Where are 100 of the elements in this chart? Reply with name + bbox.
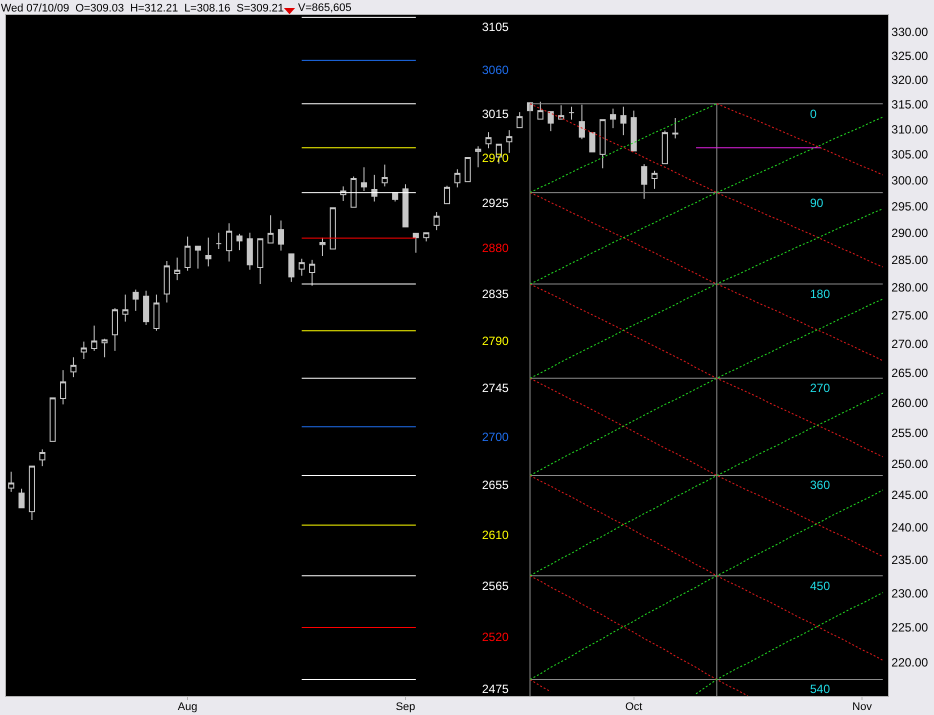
candlestick (8, 471, 14, 492)
candlestick (236, 233, 243, 251)
annotation: 3105 (482, 20, 510, 34)
candlestick (39, 448, 46, 467)
candlestick (475, 146, 482, 168)
y-tick-label: 225.00 (891, 620, 928, 635)
annotation: 2520 (482, 630, 510, 644)
y-tick-label: 270.00 (891, 337, 928, 352)
line-series (530, 103, 718, 194)
candlestick (309, 259, 316, 286)
chart-subtitle: V=865,605 (298, 2, 352, 14)
candlestick (360, 166, 368, 192)
series-label: 360 (810, 478, 830, 492)
candlestick (28, 466, 35, 520)
candlestick (153, 294, 160, 332)
line-series (530, 192, 884, 362)
annotation: 2475 (482, 682, 510, 696)
annotation: 3015 (482, 107, 510, 121)
y-tick-label: 265.00 (891, 366, 928, 380)
candlestick (288, 253, 294, 282)
candlestick (610, 108, 616, 129)
annotation: 2745 (482, 381, 510, 395)
candlestick (434, 212, 440, 231)
y-tick-label: 220.00 (891, 656, 928, 670)
series-label: 270 (810, 381, 830, 395)
candlestick (672, 118, 678, 139)
candlestick (382, 164, 388, 187)
annotation: 3060 (482, 63, 510, 77)
y-tick-label: 235.00 (891, 553, 928, 568)
series-label: 450 (810, 579, 830, 593)
y-tick-label: 250.00 (891, 456, 928, 471)
annotation: 2700 (482, 430, 510, 444)
line-series (530, 378, 884, 558)
candlestick (268, 214, 274, 244)
candlestick (319, 237, 326, 257)
line-series (530, 575, 748, 696)
y-tick-label: 285.00 (891, 253, 928, 268)
y-tick-label: 315.00 (891, 97, 928, 112)
y-tick-label: 280.00 (891, 280, 928, 295)
candlestick (641, 164, 648, 200)
line-series (530, 284, 884, 458)
annotation: 2655 (482, 478, 510, 492)
series-label: 90 (810, 196, 824, 210)
candlestick (485, 132, 492, 149)
annotation: 2880 (482, 241, 510, 255)
candlestick (620, 106, 626, 136)
annotation: 2565 (482, 579, 510, 593)
candlestick (350, 176, 357, 208)
candlestick (412, 232, 419, 254)
candlestick (548, 111, 554, 132)
y-tick-label: 260.00 (891, 396, 928, 410)
candlestick (174, 257, 180, 281)
series-label: 0 (810, 107, 817, 121)
candlestick (80, 341, 87, 360)
series-label: 180 (810, 287, 830, 301)
candlestick (651, 170, 658, 190)
y-tick-label: 295.00 (891, 199, 928, 214)
x-tick-label: Aug (178, 701, 198, 714)
y-tick-label: 230.00 (891, 586, 928, 600)
y-tick-label: 320.00 (891, 72, 928, 87)
line-series (530, 116, 884, 285)
line-series (530, 489, 884, 680)
candlestick (589, 132, 596, 152)
y-tick-label: 290.00 (891, 226, 928, 240)
candlestick (340, 186, 346, 202)
candlestick (102, 338, 108, 358)
line-series (530, 298, 884, 476)
candlestick (143, 290, 150, 326)
annotation: 2790 (482, 334, 510, 348)
y-tick-label: 300.00 (891, 173, 928, 188)
y-tick-label: 240.00 (891, 520, 928, 534)
candlestick (600, 119, 606, 169)
y-tick-label: 245.00 (891, 488, 928, 502)
candlestick (454, 168, 460, 188)
candlestick (444, 185, 450, 204)
chart-title: Wed 07/10/09 O=309.03 H=312.21 L=308.16 S=309.21 (0, 2, 284, 14)
candlestick (132, 289, 139, 312)
x-tick-label: Oct (625, 701, 642, 714)
candlestick (91, 325, 98, 352)
y-tick-label: 310.00 (891, 122, 928, 136)
y-tick-label: 330.00 (891, 25, 928, 40)
candlestick (60, 370, 66, 405)
line-series (530, 474, 884, 661)
series-label: 540 (810, 682, 830, 696)
candlestick (402, 184, 409, 228)
candlestick (630, 110, 637, 152)
candlestick (506, 130, 512, 154)
candlestick (226, 222, 232, 262)
candlestick (122, 294, 128, 322)
line-series (530, 392, 884, 576)
y-tick-label: 325.00 (891, 48, 928, 63)
candlestick (662, 130, 668, 164)
candlestick (205, 237, 212, 267)
x-tick-label: Nov (852, 701, 872, 714)
candlestick (70, 356, 76, 378)
line-series (696, 592, 884, 694)
candlestick (371, 174, 378, 202)
candlestick (568, 106, 575, 120)
candlestick (164, 260, 170, 303)
candlestick (278, 220, 284, 252)
